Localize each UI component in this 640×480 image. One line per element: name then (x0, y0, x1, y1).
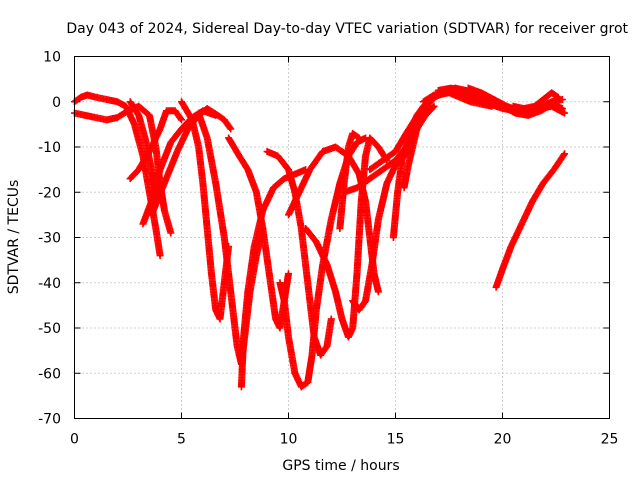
series-arc-2 (71, 91, 164, 260)
y-tick-label: -40 (38, 276, 61, 292)
x-tick-labels: 0 5 10 15 20 25 (70, 432, 618, 448)
y-tick-label: -10 (38, 140, 61, 156)
data-point (429, 103, 437, 111)
data-point (285, 270, 292, 278)
data-point (327, 315, 335, 323)
data-point (553, 92, 561, 100)
y-tick-label: -60 (38, 366, 61, 382)
y-tick-label: 0 (52, 95, 61, 111)
x-tick-label: 0 (70, 432, 79, 448)
y-tick-label: -50 (38, 321, 61, 337)
data-points (71, 84, 569, 391)
x-axis-label: GPS time / hours (282, 458, 399, 474)
chart-title: Day 043 of 2024, Sidereal Day-to-day VTE… (66, 21, 628, 37)
series-arc-15 (336, 129, 363, 232)
x-tick-label: 5 (177, 432, 186, 448)
x-tick-label: 15 (387, 432, 405, 448)
y-tick-label: -70 (38, 412, 61, 428)
data-point (554, 93, 562, 101)
series-arc-24 (509, 89, 562, 113)
data-point (561, 150, 569, 158)
data-point (177, 115, 185, 123)
data-point (156, 252, 164, 260)
y-tick-labels: 10 0 -10 -20 -30 -40 -50 -60 -70 (38, 50, 61, 428)
y-tick-label: 10 (43, 50, 61, 66)
data-point (226, 124, 234, 132)
x-tick-label: 20 (494, 432, 512, 448)
data-point (355, 134, 363, 142)
series-arc-25 (492, 150, 569, 291)
data-point (560, 151, 568, 159)
data-point (167, 229, 175, 237)
series-arc-8 (195, 109, 267, 368)
plot-frame (74, 56, 610, 419)
y-tick-label: -20 (38, 185, 61, 201)
data-point (558, 95, 566, 103)
x-tick-label: 25 (601, 432, 619, 448)
x-tick-label: 10 (280, 432, 298, 448)
y-tick-label: -30 (38, 231, 61, 247)
data-point (227, 125, 235, 133)
data-point (354, 133, 362, 141)
series-arc-6 (148, 105, 235, 219)
data-point (178, 116, 185, 124)
data-point (430, 102, 438, 110)
y-axis-label: SDTVAR / TECUs (6, 180, 22, 295)
series-arc-10 (237, 166, 310, 391)
series-arc-4 (126, 107, 185, 183)
data-point (561, 109, 569, 117)
data-point (374, 288, 382, 296)
